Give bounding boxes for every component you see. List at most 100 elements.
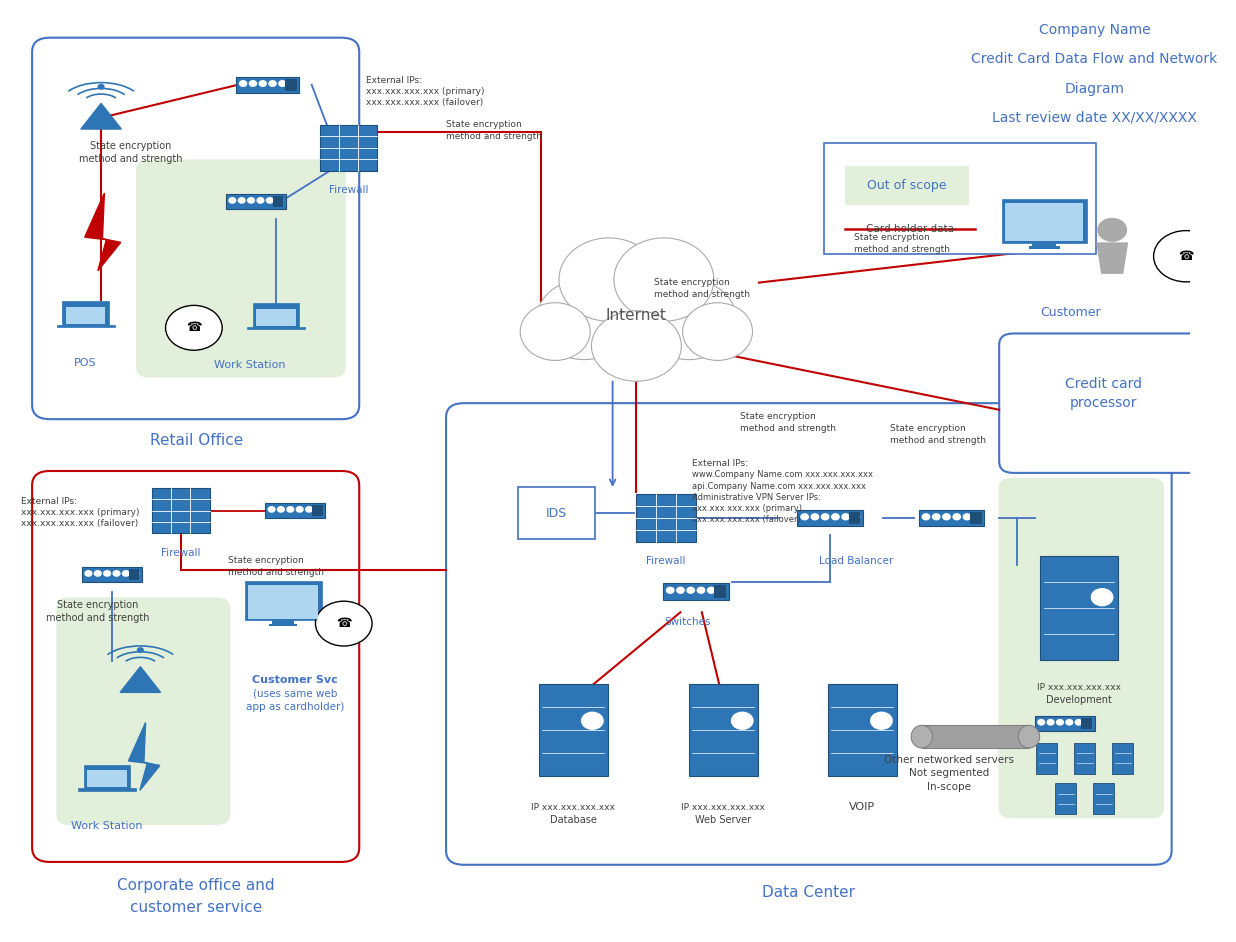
Bar (247, 327, 305, 329)
Bar (922, 725, 1028, 748)
Text: Last review date XX/XX/XXXX: Last review date XX/XX/XXXX (993, 111, 1196, 124)
Polygon shape (129, 723, 159, 790)
Text: Web Server: Web Server (695, 815, 751, 824)
Circle shape (1057, 720, 1063, 725)
Text: xxx.xxx.xxx.xxx (primary): xxx.xxx.xxx.xxx (primary) (692, 504, 802, 513)
Circle shape (842, 514, 849, 520)
Text: xxx.xxx.xxx.xxx (primary): xxx.xxx.xxx.xxx (primary) (21, 508, 140, 517)
Text: Switches: Switches (664, 617, 711, 626)
Text: Development: Development (1046, 695, 1112, 705)
Bar (66, 307, 105, 324)
Bar (286, 79, 297, 90)
Text: ☎: ☎ (187, 321, 201, 334)
Text: VOIP: VOIP (849, 803, 875, 812)
Polygon shape (80, 104, 121, 129)
Text: External IPs:: External IPs: (692, 459, 748, 468)
Text: POS: POS (74, 358, 96, 367)
FancyBboxPatch shape (446, 403, 1172, 865)
Circle shape (239, 198, 245, 203)
Circle shape (279, 81, 286, 87)
Circle shape (732, 712, 753, 729)
Bar (82, 567, 142, 582)
Circle shape (104, 571, 110, 577)
Circle shape (166, 305, 222, 350)
Text: In-scope: In-scope (927, 782, 971, 791)
Circle shape (687, 588, 695, 593)
Text: Customer: Customer (1041, 306, 1101, 319)
Circle shape (1098, 219, 1126, 241)
Bar (662, 583, 729, 600)
Bar (269, 624, 297, 625)
Text: External IPs:: External IPs: (21, 496, 78, 506)
FancyBboxPatch shape (32, 38, 360, 419)
Circle shape (922, 514, 929, 520)
Text: Internet: Internet (606, 308, 667, 323)
Text: Firewall: Firewall (161, 548, 200, 558)
Text: State encryption: State encryption (446, 120, 522, 129)
Circle shape (268, 507, 274, 512)
Text: Customer Svc: Customer Svc (252, 675, 337, 685)
Circle shape (267, 198, 273, 203)
Text: IP xxx.xxx.xxx.xxx: IP xxx.xxx.xxx.xxx (681, 803, 765, 812)
Circle shape (822, 514, 829, 520)
Bar (57, 325, 115, 327)
Circle shape (315, 601, 372, 646)
Text: Load Balancer: Load Balancer (819, 557, 894, 566)
Circle shape (229, 198, 236, 203)
Bar (84, 765, 130, 788)
Text: (uses same web: (uses same web (253, 689, 337, 698)
Bar (236, 77, 299, 92)
Bar (248, 585, 318, 619)
Text: State encryption: State encryption (90, 141, 172, 151)
Text: processor: processor (1070, 397, 1137, 410)
Circle shape (953, 514, 960, 520)
Text: State encryption: State encryption (654, 278, 730, 287)
Circle shape (870, 712, 892, 729)
Bar (62, 301, 109, 325)
Bar (320, 125, 377, 171)
FancyBboxPatch shape (32, 471, 360, 862)
Text: Data Center: Data Center (763, 885, 855, 900)
Text: Administrative VPN Server IPs:: Administrative VPN Server IPs: (692, 493, 821, 502)
Circle shape (99, 85, 104, 89)
Text: Firewall: Firewall (329, 186, 368, 195)
Bar (272, 619, 294, 625)
Text: method and strength: method and strength (740, 424, 836, 433)
Circle shape (94, 571, 101, 577)
Bar (1056, 784, 1077, 814)
Circle shape (832, 514, 839, 520)
Ellipse shape (614, 238, 714, 321)
Text: Credit card: Credit card (1065, 378, 1142, 391)
Ellipse shape (559, 238, 659, 321)
Circle shape (677, 588, 685, 593)
Circle shape (114, 571, 120, 577)
Circle shape (943, 514, 950, 520)
FancyBboxPatch shape (137, 160, 345, 377)
Ellipse shape (520, 302, 590, 361)
Text: IP xxx.xxx.xxx.xxx: IP xxx.xxx.xxx.xxx (1037, 683, 1121, 692)
Text: State encryption: State encryption (854, 233, 929, 242)
Ellipse shape (1018, 725, 1039, 748)
Bar (1035, 716, 1095, 731)
Text: method and strength: method and strength (890, 436, 986, 446)
Text: Not segmented: Not segmented (910, 769, 989, 778)
Circle shape (718, 588, 726, 593)
Bar (226, 194, 286, 209)
Circle shape (250, 81, 256, 87)
Bar (311, 505, 323, 516)
Circle shape (247, 198, 255, 203)
Bar (539, 684, 608, 776)
Bar (844, 166, 969, 205)
Circle shape (697, 588, 705, 593)
Circle shape (260, 81, 266, 87)
Circle shape (315, 507, 321, 512)
Bar (512, 307, 761, 348)
Bar (152, 488, 210, 533)
Bar (1041, 556, 1117, 659)
Text: Work Station: Work Station (214, 360, 286, 369)
Circle shape (269, 81, 276, 87)
Circle shape (132, 571, 138, 577)
Text: External IPs:: External IPs: (366, 75, 423, 85)
Bar (1094, 784, 1115, 814)
Circle shape (1085, 720, 1091, 725)
